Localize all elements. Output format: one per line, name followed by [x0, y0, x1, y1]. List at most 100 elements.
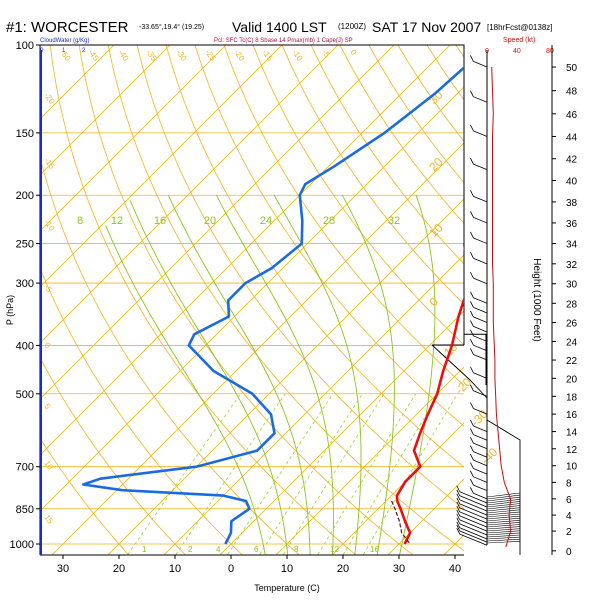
wind-barb — [470, 428, 488, 441]
dry-adiabat--10 — [40, 356, 186, 555]
parcel-info: Pcl: SFC Tc(C) 8 Sbase 14 Pmax(mb) 1 Cap… — [214, 38, 353, 44]
x-axis-label: Temperature (C) — [254, 583, 320, 593]
wind-barb-lower — [486, 515, 521, 520]
mixing-label-4: 4 — [216, 545, 221, 554]
wind-barb — [470, 157, 488, 171]
wind-barb — [470, 90, 488, 103]
wind-barb — [470, 310, 488, 323]
height-label-50: 50 — [566, 63, 578, 74]
height-label-2: 2 — [566, 527, 572, 538]
dry-adiabat-120 — [339, 45, 464, 224]
height-label-26: 26 — [566, 319, 578, 330]
height-label-46: 46 — [566, 110, 578, 121]
wind-barb-lower — [486, 494, 521, 500]
p-label-100: 100 — [16, 40, 34, 52]
height-label-10: 10 — [566, 462, 578, 473]
wind-barb — [470, 487, 488, 500]
isotherm-label-top-6: -20 — [232, 48, 246, 63]
speed-tick-40: 40 — [513, 48, 521, 55]
height-label-44: 44 — [566, 132, 578, 143]
isotherm-label-left-5: 5 — [42, 402, 52, 411]
isotherm-label-top-10: 0 — [348, 48, 358, 57]
wind-barb — [470, 320, 488, 333]
station-coords: -33.65°,19.4° (19.25) — [139, 23, 204, 31]
cloudwater-tick-1: 1 — [62, 48, 66, 54]
p-label-400: 400 — [16, 340, 34, 352]
isotherm-label-left-0: -20 — [42, 91, 56, 106]
wind-barb — [456, 527, 488, 546]
speed-profile — [491, 66, 512, 548]
isotherm--40 — [40, 86, 464, 512]
height-label-22: 22 — [566, 356, 578, 367]
height-axis: 0246810121416182022242628303234363840424… — [551, 45, 578, 558]
dry-adiabat-70 — [194, 45, 464, 427]
wind-barb — [470, 478, 488, 492]
utc-time: (1200Z) — [338, 22, 366, 31]
isotherm-label-left-3: -5 — [42, 283, 54, 294]
wind-barb — [456, 501, 488, 520]
moist-label-28: 28 — [323, 215, 335, 227]
moist-label-24: 24 — [260, 215, 272, 227]
wind-barb-lower — [486, 534, 521, 538]
isotherm-label-top-8: -10 — [290, 48, 304, 63]
wind-barb — [470, 211, 488, 224]
isotherm-label-top-2: -40 — [116, 48, 130, 63]
speed-label: Speed (kt) — [503, 37, 535, 44]
wind-barb — [470, 55, 488, 68]
isotherm-label-top-7: -15 — [260, 48, 274, 63]
wind-barb — [470, 445, 488, 458]
wind-barb — [470, 124, 488, 137]
wind-barb-lower — [486, 507, 521, 512]
height-label-4: 4 — [566, 511, 572, 522]
valid-time: Valid 1400 LST — [232, 19, 327, 35]
dry-adiabat-50 — [136, 45, 464, 510]
series-parcel — [391, 500, 411, 545]
height-label-20: 20 — [566, 374, 578, 385]
height-label-12: 12 — [566, 445, 578, 456]
x-label-1: 20 — [113, 563, 125, 575]
height-label-38: 38 — [566, 198, 578, 209]
p-label-300: 300 — [16, 278, 34, 290]
dry-adiabat-80 — [223, 45, 464, 386]
wind-barb-lower — [486, 492, 521, 498]
moist-label-12: 12 — [111, 215, 123, 227]
isotherm-label-top-4: -30 — [174, 48, 188, 63]
wind-profile — [456, 50, 521, 546]
mixing-label-12: 12 — [330, 545, 339, 554]
wind-barb — [470, 190, 488, 203]
height-label-48: 48 — [566, 87, 578, 98]
moist-label-8: 8 — [77, 215, 83, 227]
dry-adiabat-110 — [310, 45, 464, 265]
wind-barb-lower — [486, 501, 521, 506]
wind-barb — [456, 493, 488, 512]
height-label-40: 40 — [566, 177, 578, 188]
isotherm--50 — [40, 45, 451, 456]
dry-adiabat-20 — [49, 45, 356, 555]
isotherm--90 — [40, 45, 227, 232]
isotherm--80 — [40, 45, 283, 288]
isotherm-label-top-0: -50 — [58, 48, 72, 63]
series-dewpoint — [82, 65, 464, 545]
moist-adiabat-8 — [105, 225, 266, 555]
wind-barb — [470, 348, 488, 361]
p-label-700: 700 — [16, 462, 34, 474]
wind-barb — [456, 513, 488, 532]
isotherm--110 — [40, 45, 115, 120]
isotherm--30 — [52, 142, 464, 555]
wind-barb-lower — [486, 541, 521, 544]
height-label-6: 6 — [566, 495, 572, 506]
height-label-30: 30 — [566, 280, 578, 291]
isotherm-label-left-6: 10 — [42, 459, 55, 472]
series-temperature — [395, 241, 464, 545]
moist-adiabat-12 — [129, 200, 289, 555]
mixing-ratio-8 — [283, 393, 385, 555]
height-axis-label: Height (1000 Feet) — [531, 258, 542, 341]
height-label-42: 42 — [566, 155, 578, 166]
isotherm--100 — [40, 45, 171, 176]
wind-barb — [456, 505, 488, 524]
wind-barb — [456, 497, 488, 516]
wind-barb-lower — [486, 499, 521, 504]
wind-barb — [470, 301, 488, 314]
p-label-1000: 1000 — [10, 539, 34, 551]
moist-adiabat-16 — [167, 195, 311, 555]
